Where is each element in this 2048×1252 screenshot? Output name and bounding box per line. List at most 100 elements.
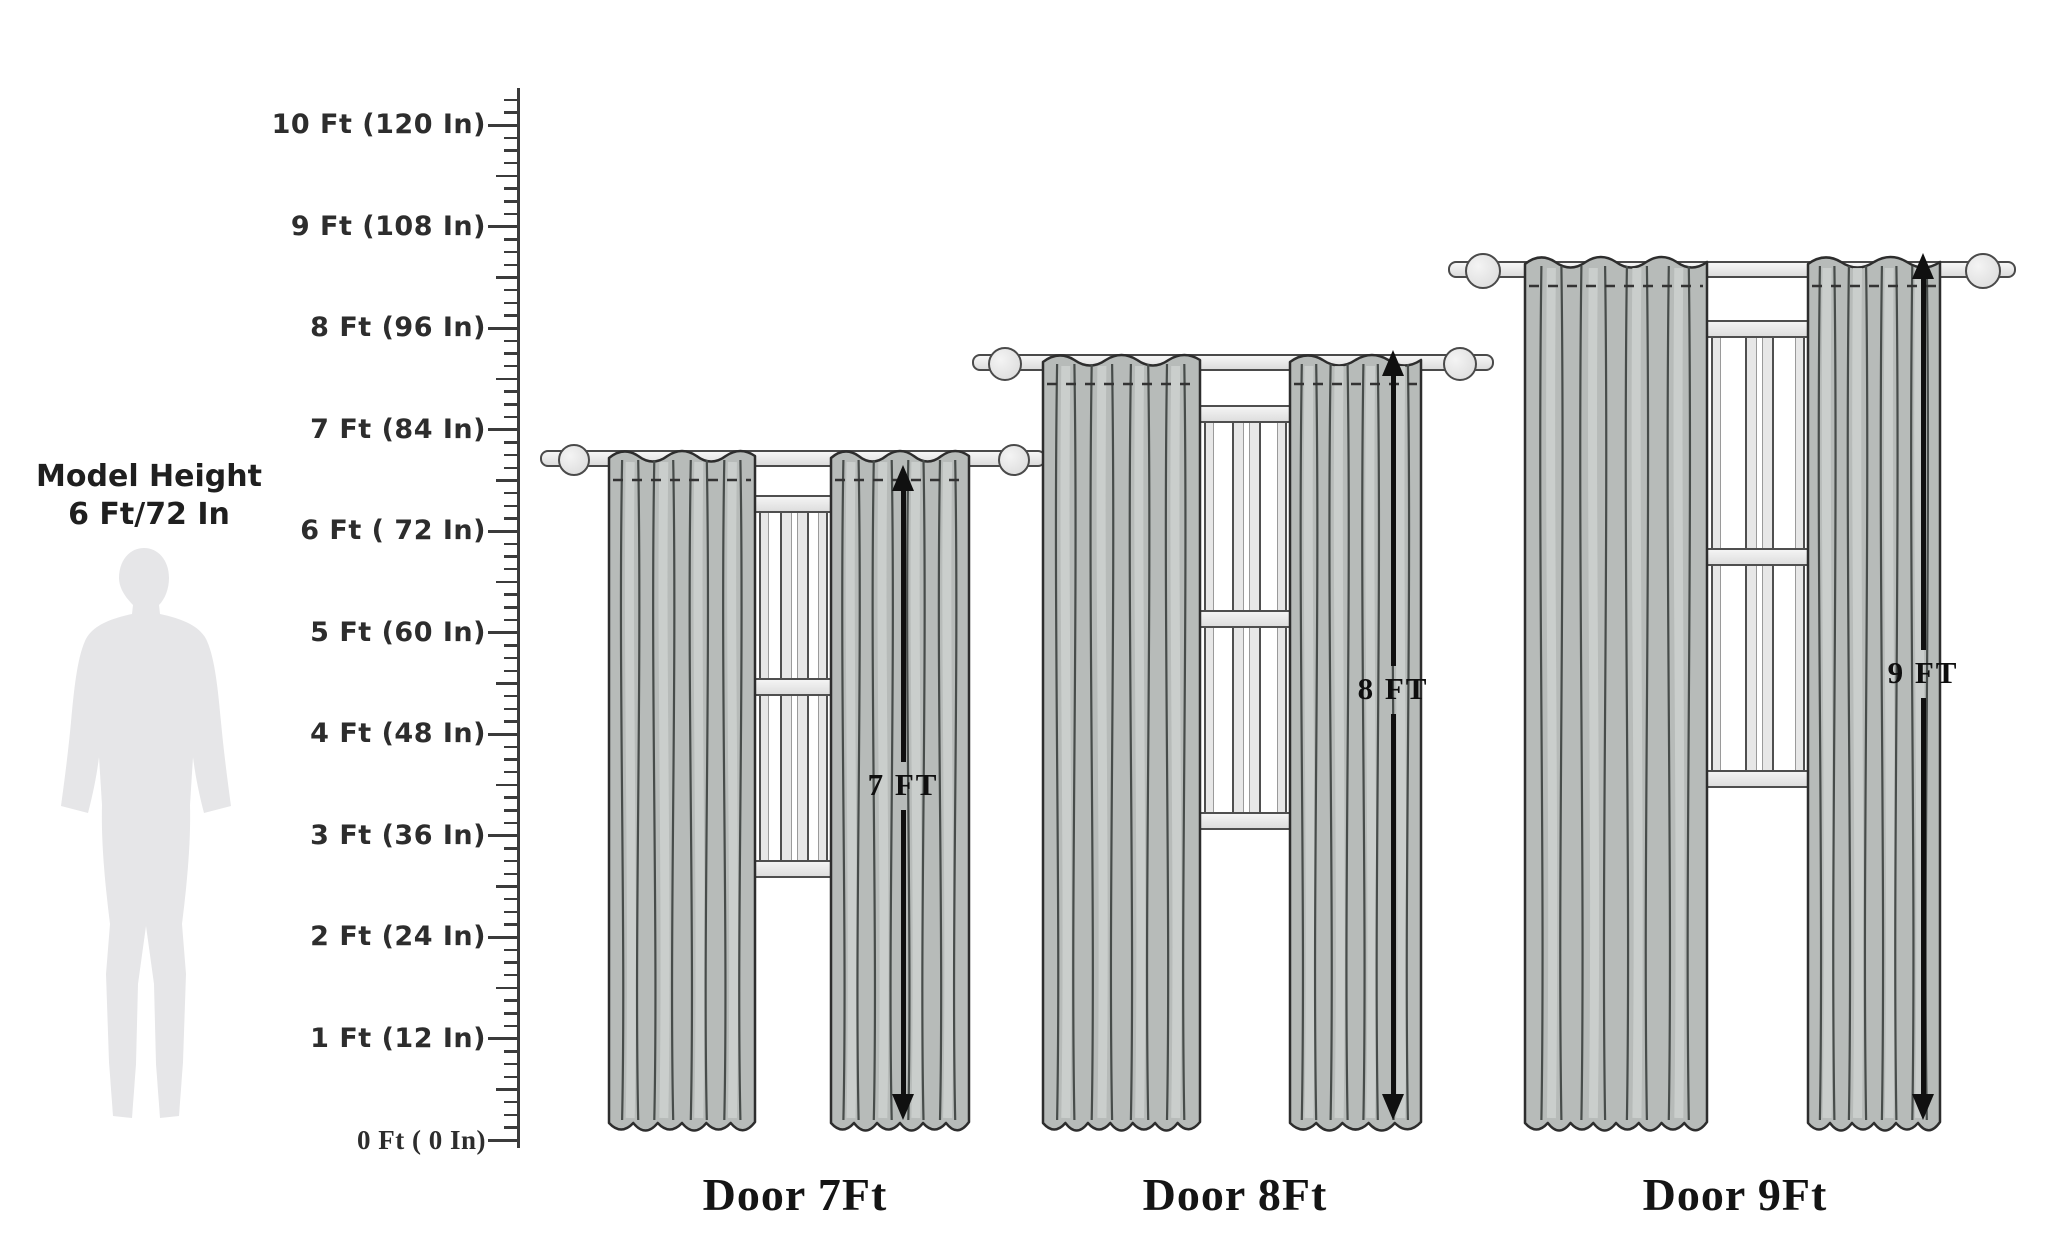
- ruler-tick-minor: [496, 276, 517, 279]
- ruler-tick-minor: [504, 542, 517, 546]
- ruler-tick-minor: [504, 758, 517, 761]
- ruler-tick-minor: [504, 720, 517, 723]
- curtain-rod: [1448, 261, 2016, 278]
- ruler-tick-minor: [496, 885, 517, 888]
- ruler-tick-minor: [496, 479, 517, 482]
- door-label-8ft: Door 8Ft: [1142, 1169, 1328, 1220]
- height-arrow-head-down: [892, 1094, 914, 1120]
- door-frame-rail: [1692, 770, 1827, 788]
- ruler-tick-minor: [504, 403, 517, 406]
- ruler-tick-minor: [504, 415, 517, 419]
- rod-finial-left: [1465, 253, 1501, 289]
- curtain-panel-left: [1040, 346, 1203, 1140]
- ruler-tick-minor: [504, 694, 517, 698]
- rod-finial-right: [1965, 253, 2001, 289]
- rod-finial-left: [988, 347, 1022, 381]
- ruler-tick-minor: [504, 618, 517, 622]
- ruler-tick-major: [488, 428, 517, 431]
- model-caption-line2: 6 Ft/72 In: [68, 497, 230, 532]
- ruler-tick-minor: [496, 986, 517, 990]
- ruler-tick-minor: [504, 821, 517, 825]
- door-frame-jamb-left: [1204, 409, 1214, 826]
- ruler-label-5ft: 5 Ft (60 In): [310, 616, 486, 648]
- ruler-tick-minor: [504, 250, 517, 254]
- ruler-tick-minor: [504, 910, 517, 914]
- ruler-tick-minor: [496, 580, 517, 584]
- ruler-tick-major: [488, 326, 517, 330]
- model-caption-line1: Model Height: [36, 459, 262, 494]
- ruler-tick-minor: [496, 783, 517, 787]
- ruler-tick-minor: [504, 466, 517, 469]
- ruler-tick-minor: [504, 847, 517, 850]
- door-frame-rail: [1185, 610, 1309, 628]
- ruler-tick-minor: [504, 212, 517, 216]
- ruler-tick-minor: [504, 1100, 517, 1104]
- height-arrow-line: [1390, 374, 1396, 666]
- ruler-tick-minor: [504, 555, 517, 558]
- curtain-panel-right: [1287, 346, 1424, 1140]
- model-silhouette-svg: [61, 548, 231, 1118]
- ruler-label-1ft: 1 Ft (12 In): [310, 1022, 486, 1054]
- ruler-tick-minor: [504, 453, 517, 457]
- door-label-9ft: Door 9Ft: [1642, 1169, 1828, 1220]
- ruler-tick-minor: [504, 390, 517, 393]
- ruler-tick-minor: [504, 238, 517, 241]
- ruler-tick-minor: [504, 1050, 517, 1053]
- door-frame-rail: [1185, 405, 1309, 423]
- ruler-tick-minor: [504, 1024, 517, 1028]
- ruler-label-2ft: 2 Ft (24 In): [310, 921, 486, 952]
- ruler-tick-minor: [504, 593, 517, 596]
- ruler-tick-minor: [504, 948, 517, 952]
- ruler-label-7ft: 7 Ft (84 In): [310, 413, 486, 445]
- door-frame-jamb-right: [1795, 324, 1805, 784]
- door-label-7ft: Door 7Ft: [702, 1169, 888, 1220]
- ruler-tick-minor: [504, 859, 517, 863]
- ruler-tick-minor: [504, 644, 517, 647]
- ruler-tick-minor: [504, 974, 517, 977]
- height-arrow-line: [900, 810, 906, 1096]
- rod-finial-left: [558, 444, 590, 476]
- door-frame-rail: [740, 495, 850, 513]
- model-silhouette: [38, 542, 256, 1142]
- ruler-tick-minor: [504, 517, 517, 520]
- ruler-label-9ft: 9 Ft (108 In): [290, 210, 486, 242]
- ruler-tick-minor: [504, 568, 517, 571]
- door-frame-mullion-right: [1761, 324, 1774, 784]
- ruler-tick-major: [488, 1138, 517, 1142]
- rod-finial-right: [1443, 347, 1477, 381]
- height-arrow-line: [900, 489, 906, 762]
- rod-finial-right: [998, 444, 1030, 476]
- curtain-panel-right: [1805, 248, 1943, 1140]
- height-arrow-line: [1920, 277, 1926, 650]
- ruler-tick-minor: [504, 1012, 517, 1015]
- ruler-tick-minor: [504, 301, 517, 305]
- ruler-tick-minor: [504, 263, 517, 266]
- ruler-tick-minor: [504, 707, 517, 711]
- door-frame-rail: [1692, 548, 1827, 566]
- door-frame-rail: [740, 860, 850, 878]
- ruler-tick-major: [488, 529, 517, 533]
- ruler-tick-minor: [504, 669, 517, 672]
- ruler-tick-minor: [504, 745, 517, 749]
- height-label: 8 FT: [1357, 671, 1429, 706]
- curtain-rod: [540, 450, 1046, 467]
- height-arrow-head-down: [1382, 1094, 1404, 1120]
- ruler-tick-minor: [504, 98, 517, 102]
- ruler-tick-minor: [504, 149, 517, 152]
- ruler-label-8ft: 8 Ft (96 In): [310, 312, 486, 343]
- height-arrow-head-up: [892, 465, 914, 491]
- curtain-panel-right: [828, 442, 972, 1140]
- ruler-tick-minor: [504, 111, 517, 114]
- curtain-panel-left: [1522, 248, 1710, 1140]
- ruler-tick-minor: [496, 174, 517, 178]
- ruler-tick-minor: [504, 441, 517, 444]
- ruler-tick-minor: [504, 1113, 517, 1117]
- ruler-tick-minor: [504, 796, 517, 799]
- ruler-tick-minor: [504, 923, 517, 926]
- door-frame-mullion-left: [780, 499, 792, 874]
- ruler-tick-major: [488, 631, 517, 634]
- door-frame-mullion-left: [1232, 409, 1244, 826]
- ruler-label-6ft: 6 Ft ( 72 In): [300, 515, 486, 546]
- ruler-tick-minor: [504, 961, 517, 964]
- height-label: 7 FT: [867, 767, 939, 802]
